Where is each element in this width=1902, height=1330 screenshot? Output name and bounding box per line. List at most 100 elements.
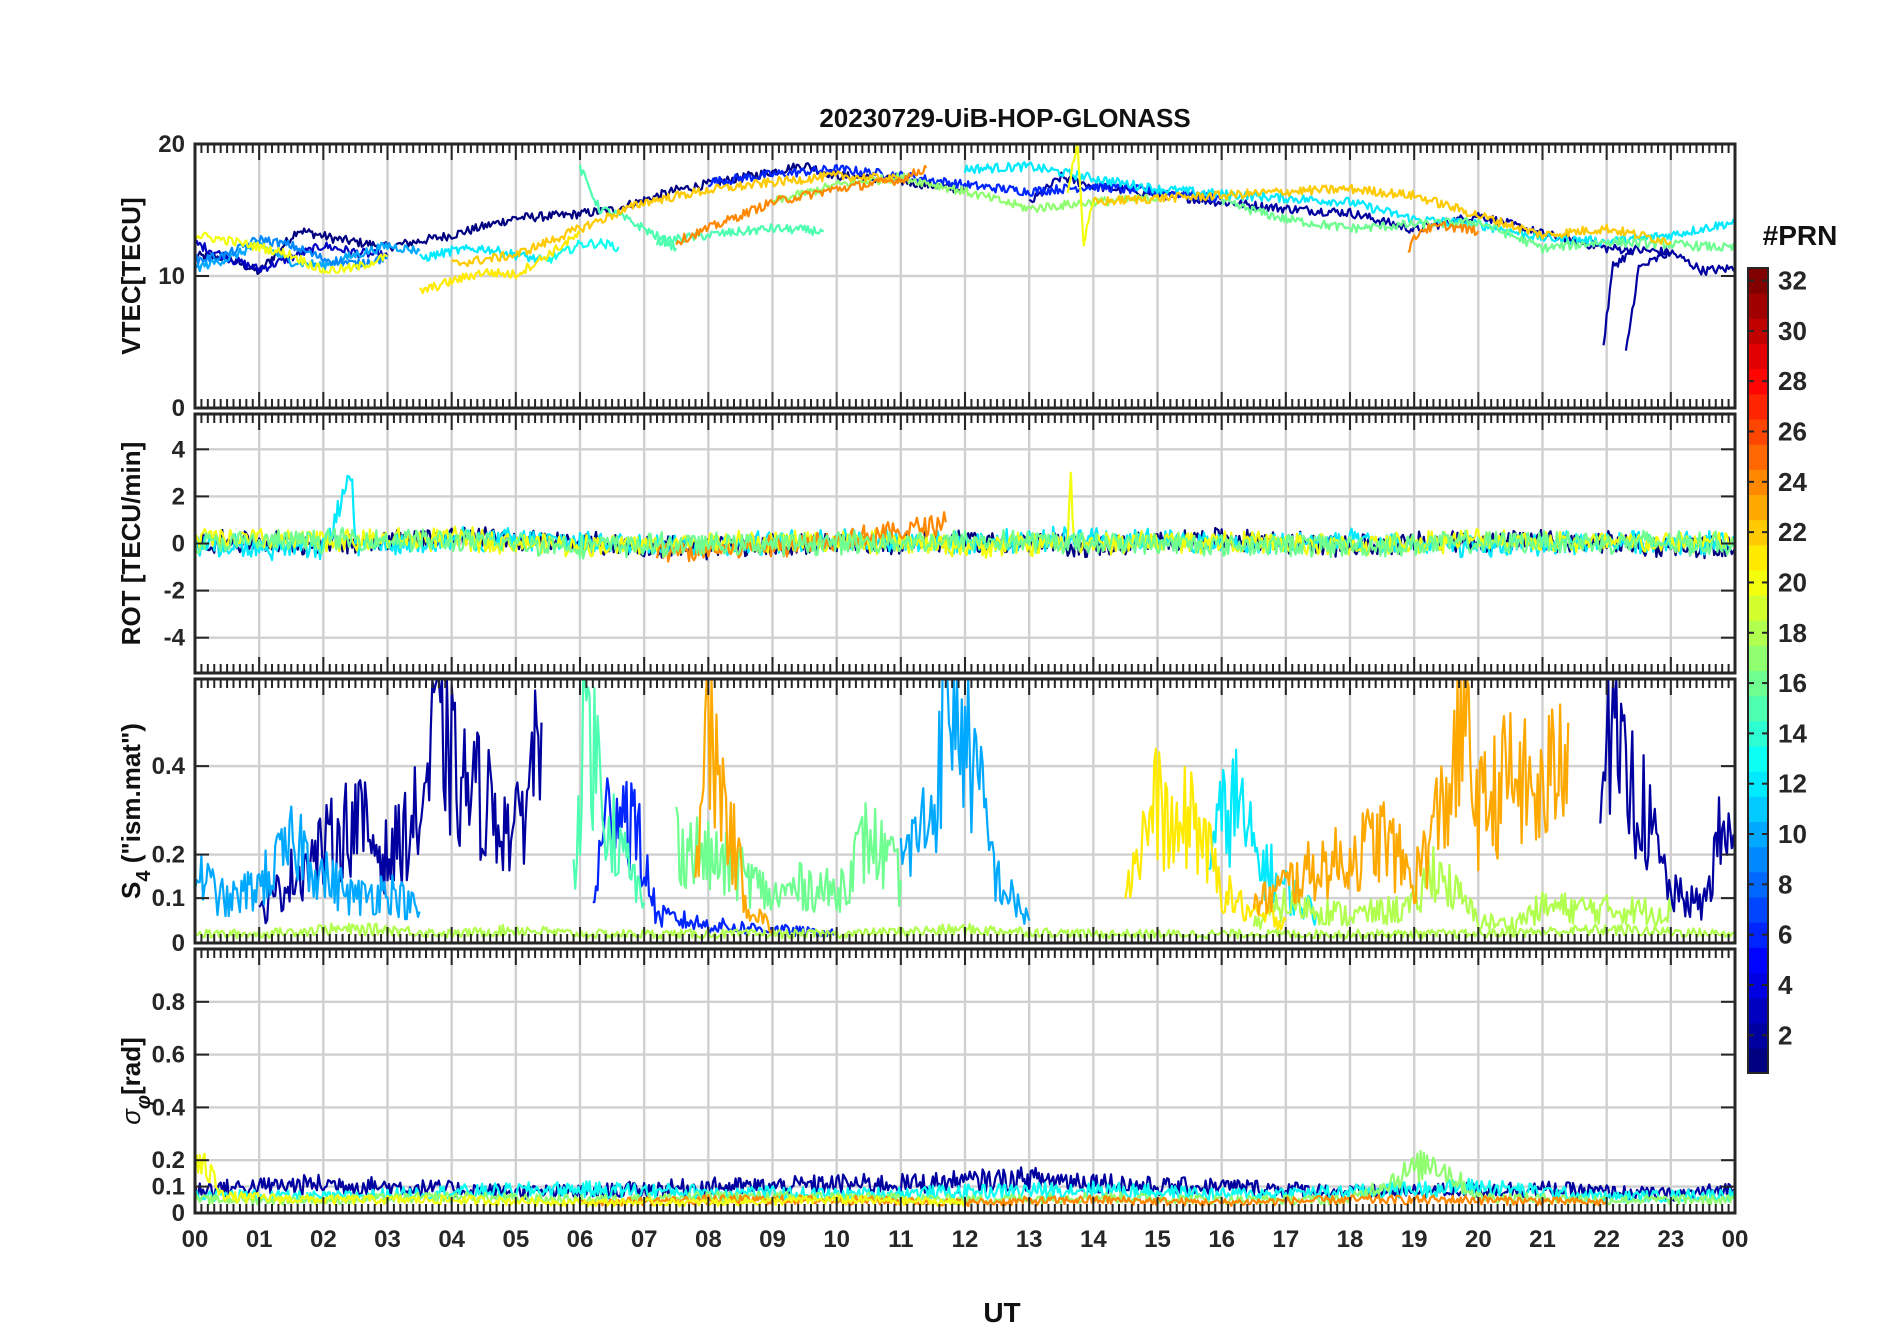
colorbar-tick-label: 28 [1778,366,1807,396]
y-tick-label: 0.4 [152,753,186,780]
series-prn-10 [195,805,421,921]
colorbar-swatch [1748,620,1768,646]
y-tick-label: 0.2 [152,1147,185,1174]
colorbar-frame [1747,267,1769,1074]
series-prn-22 [450,170,902,268]
colorbar-swatch [1748,1022,1768,1049]
panel-vtec: 0 10 20 VTEC[TECU] [116,131,1737,422]
colorbar-swatch [1748,645,1768,672]
series-prn-24 [675,164,928,246]
x-tick-label: 02 [310,1226,337,1253]
colorbar-tick-label: 6 [1778,920,1792,950]
y-tick-label: 10 [158,263,185,290]
x-tick-label: 19 [1401,1226,1428,1253]
series-prn-2 [258,679,543,925]
series-prn-9 [195,234,388,270]
series-prn-22 [1092,183,1672,246]
x-tick-label: 15 [1144,1226,1171,1253]
x-tick-label: 14 [1080,1226,1107,1253]
series-prn-20 [195,231,388,274]
series-prn-21 [419,230,581,295]
colorbar-swatch [1748,670,1768,697]
series-prn-13 [546,238,620,264]
series-prn-16 [1220,197,1735,254]
colorbar-swatch [1748,544,1768,571]
colorbar-swatch [1748,268,1768,294]
colorbar-tick-label: 14 [1778,718,1807,748]
y-tick-label: 0.2 [152,842,185,869]
colorbar-swatch [1748,972,1768,999]
colorbar-swatch [1748,821,1768,848]
series-prn-15 [572,679,646,909]
colorbar-tick-label: 8 [1778,869,1792,899]
colorbar-swatch [1748,444,1768,470]
colorbar-tick-label: 4 [1778,970,1793,1000]
y-tick-label: 0 [172,395,185,422]
colorbar-swatch [1748,393,1768,420]
series-prn-23 [1252,679,1570,916]
colorbar-swatch [1748,494,1768,521]
panel-s4: 0 0.1 0.2 0.4S4 ("ism.mat") [116,677,1737,957]
x-tick-label: 11 [888,1226,913,1253]
x-tick-label: 01 [246,1226,273,1253]
panel-rot: -4 -2 0 2 4 ROT [TECU/min] [116,412,1737,675]
x-tick-label: 17 [1272,1226,1299,1253]
x-tick-label: 16 [1208,1226,1235,1253]
series-prn-20 [1066,144,1095,247]
y-tick-label: 0.4 [152,1094,186,1121]
colorbar-tick-label: 20 [1778,567,1807,597]
y-axis-label: S4 ("ism.mat") [116,723,155,899]
series-prn-15 [578,164,678,252]
x-tick-label: 04 [438,1226,465,1253]
y-tick-label: 2 [172,483,185,510]
x-tick-label: 05 [502,1226,529,1253]
colorbar-swatch [1748,695,1768,722]
x-tick-label: 23 [1657,1226,1684,1253]
colorbar-swatch [1748,1047,1768,1074]
colorbar-tick-label: 30 [1778,316,1807,346]
series-prn-24 [1407,221,1480,253]
tick-marks [194,143,1736,409]
y-tick-label: 0.1 [152,1174,185,1201]
y-tick-label: 0.1 [152,885,185,912]
series-group [195,144,1735,351]
x-tick-label: 22 [1593,1226,1620,1253]
colorbar-swatch [1748,745,1768,772]
colorbar-tick-label: 26 [1778,417,1807,447]
x-tick-label: 07 [631,1226,658,1253]
colorbar-swatch [1748,947,1768,973]
x-tick-label: 06 [567,1226,594,1253]
colorbar-tick-label: 24 [1778,467,1807,497]
x-axis-label: UT [983,1297,1020,1328]
x-tick-label: 18 [1337,1226,1364,1253]
y-axis-label: VTEC[TECU] [116,197,146,354]
x-tick-label: 12 [952,1226,979,1253]
colorbar-swatch [1748,519,1768,546]
y-tick-label: 4 [172,436,186,463]
series-prn-18 [1252,845,1672,934]
series-prn-20 [195,471,1735,559]
tick-marks [194,414,1736,673]
tick-marks [194,949,1736,1214]
y-tick-label: 20 [158,131,185,158]
x-tick-label: 00 [1722,1226,1749,1253]
y-tick-label: 0 [172,531,185,558]
y-axis-label: σφ[rad] [116,1037,155,1125]
colorbar-swatch [1748,469,1768,496]
colorbar-swatch [1748,418,1768,445]
series-prn-16 [675,801,902,914]
series-prn-2 [1599,679,1735,921]
y-tick-label: 0.6 [152,1042,185,1069]
figure-title: 20230729-UiB-HOP-GLONASS [819,103,1190,133]
x-tick-label: 00 [182,1226,209,1253]
colorbar-swatch [1748,318,1768,345]
series-prn-2 [1624,249,1672,351]
series-prn-13 [195,1177,1735,1204]
colorbar-swatch [1748,997,1768,1024]
y-tick-label: -4 [164,625,186,652]
x-tick-label: 08 [695,1226,722,1253]
colorbar-swatch [1748,368,1768,395]
colorbar-tick-label: 2 [1778,1020,1792,1050]
x-tick-label: 21 [1529,1226,1556,1253]
y-tick-label: 0 [172,930,185,957]
